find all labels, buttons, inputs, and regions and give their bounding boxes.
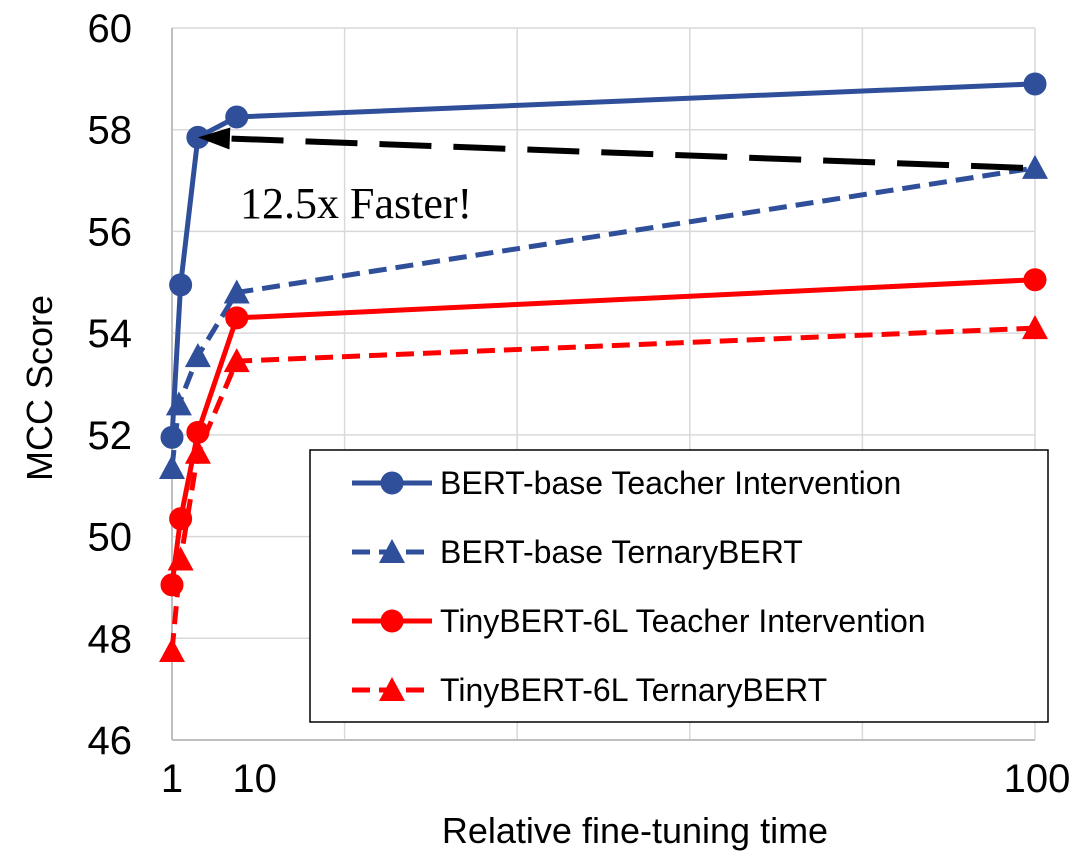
legend-item: BERT-base Teacher Intervention xyxy=(352,465,901,501)
data-point xyxy=(165,391,192,416)
legend-label: BERT-base Teacher Intervention xyxy=(440,465,901,501)
y-tick-label: 56 xyxy=(88,210,133,254)
legend: BERT-base Teacher Intervention BERT-base … xyxy=(309,449,1049,723)
annotation-text: 12.5x Faster! xyxy=(240,179,472,228)
y-tick-label: 48 xyxy=(88,617,133,661)
y-tick-label: 60 xyxy=(88,7,133,51)
y-tick-label: 58 xyxy=(88,109,133,153)
data-point xyxy=(223,279,250,304)
data-point xyxy=(167,546,194,571)
annotations: 12.5x Faster! xyxy=(197,127,1024,228)
data-point xyxy=(223,348,250,373)
data-point xyxy=(159,454,185,479)
x-tick-label: 10 xyxy=(232,757,277,801)
annotation-arrow-line xyxy=(229,135,1024,171)
data-point xyxy=(1022,154,1048,179)
y-tick-label: 46 xyxy=(88,719,133,763)
data-point xyxy=(1023,72,1047,96)
series-2 xyxy=(159,154,1048,479)
data-point xyxy=(160,425,184,449)
x-tick-label: 100 xyxy=(1004,757,1071,801)
series-4 xyxy=(159,315,1048,663)
legend-label: BERT-base TernaryBERT xyxy=(440,534,803,570)
y-tick-label: 54 xyxy=(88,312,133,356)
data-point xyxy=(169,273,193,297)
legend-marker xyxy=(380,471,404,495)
data-point xyxy=(1023,268,1047,292)
annotation-arrow-head xyxy=(197,127,231,150)
x-axis-title: Relative fine-tuning time xyxy=(442,810,828,851)
y-axis-title: MCC Score xyxy=(19,295,60,481)
series-line xyxy=(169,81,1036,438)
series-group xyxy=(159,72,1048,663)
legend-label: TinyBERT-6L Teacher Intervention xyxy=(440,603,926,639)
legend-label: TinyBERT-6L TernaryBERT xyxy=(440,672,827,708)
legend-marker xyxy=(380,609,404,633)
x-tick-label: 1 xyxy=(161,757,183,801)
data-point xyxy=(184,439,211,464)
y-tick-label: 52 xyxy=(88,414,133,458)
axes xyxy=(171,28,1035,741)
data-point xyxy=(225,105,249,129)
legend-item: BERT-base TernaryBERT xyxy=(352,534,803,570)
legend-marker xyxy=(379,539,405,564)
data-point xyxy=(1022,315,1048,340)
data-point xyxy=(159,638,185,663)
legend-item: TinyBERT-6L Teacher Intervention xyxy=(352,603,926,639)
legend-marker xyxy=(379,677,405,702)
y-tick-label: 50 xyxy=(88,516,133,560)
series-3 xyxy=(160,268,1047,597)
tick-labels: 46 48 50 52 54 56 58 60 1 10 100 xyxy=(88,7,1071,801)
legend-item: TinyBERT-6L TernaryBERT xyxy=(352,672,827,708)
data-point xyxy=(184,343,211,368)
legend-box xyxy=(309,449,1049,723)
data-point xyxy=(225,306,249,330)
series-1 xyxy=(160,72,1047,449)
